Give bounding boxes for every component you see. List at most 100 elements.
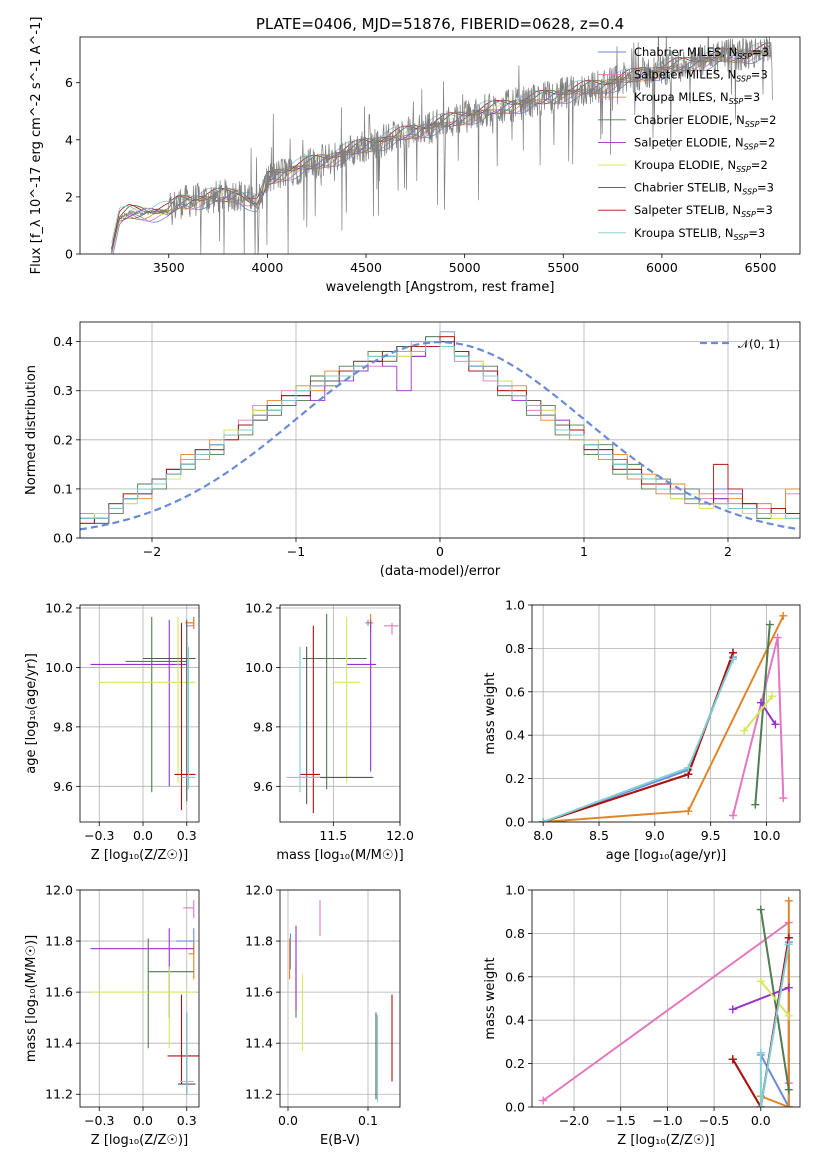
y-tick-label: 2	[65, 189, 73, 204]
errorbar-point	[90, 928, 194, 1018]
errorbar-point	[176, 928, 195, 954]
age-weight-marks	[539, 611, 788, 822]
weight-series	[539, 918, 793, 1105]
ebv-mass-xlabel: E(B-V)	[320, 1133, 360, 1148]
y-tick-label: 0.6	[505, 684, 525, 699]
errorbar-point	[188, 941, 195, 980]
x-tick-label: −2	[143, 544, 161, 559]
errorbar-point	[90, 966, 196, 1049]
weight-marker	[684, 807, 693, 816]
y-tick-label: 10.0	[245, 660, 273, 675]
z-mass-marks	[90, 900, 199, 1095]
y-tick-label: 0.2	[505, 771, 525, 786]
x-tick-label: 8.5	[589, 828, 609, 843]
x-tick-label: −1	[287, 544, 305, 559]
mass-age-axes: 11.5 12.0 9.6 9.8 10.0 10.2 mass [log₁₀(M/M☉)]	[245, 600, 414, 863]
legend-label: 𝒩(0, 1)	[738, 337, 780, 351]
weight-series	[729, 633, 788, 820]
errorbar-point	[143, 619, 196, 802]
weight-line	[760, 980, 790, 1017]
errorbar-point	[179, 1012, 194, 1095]
y-tick-label: 11.8	[245, 934, 273, 949]
weight-marker	[756, 905, 765, 914]
x-tick-label: 6000	[646, 260, 678, 275]
weight-line	[759, 944, 790, 1107]
weight-marker	[756, 1103, 765, 1107]
y-tick-label: 4	[65, 132, 73, 147]
legend-label: Chabrier ELODIE, NSSP=2	[634, 113, 776, 129]
legend-label: Salpeter STELIB, NSSP=3	[634, 203, 773, 219]
errorbar-point	[188, 616, 195, 626]
weight-marker	[751, 800, 760, 809]
x-tick-label: −2.0	[559, 1113, 589, 1128]
x-tick-label: 5500	[547, 260, 579, 275]
x-tick-label: 5000	[449, 260, 481, 275]
x-tick-label: 6500	[745, 260, 777, 275]
mass-age-xlabel: mass [log₁₀(M/M☉)]	[276, 848, 403, 863]
y-tick-label: 0.8	[505, 641, 525, 656]
errorbar-point	[147, 938, 194, 1049]
spectrum-axes: 3500 4000 4500 5000 5500 6000 6500 0 2 4 6 waveleng…	[29, 17, 801, 295]
y-tick-label: 11.8	[45, 934, 73, 949]
weight-marker	[765, 620, 774, 629]
x-tick-label: 0.1	[358, 1113, 378, 1128]
y-tick-label: 0.4	[53, 334, 73, 349]
errorbar-point	[384, 622, 399, 635]
weight-marker	[779, 611, 788, 620]
histogram-step	[80, 341, 800, 524]
histogram-legend: 𝒩(0, 1)	[700, 337, 780, 351]
x-tick-label: −1.5	[606, 1113, 636, 1128]
mass-age-marks	[286, 613, 399, 814]
z-age-ylabel: age [log₁₀(age/yr)]	[24, 653, 39, 774]
normal-reference-curve	[80, 341, 798, 531]
weight-marker	[684, 763, 693, 772]
x-tick-label: 0.0	[133, 1113, 153, 1128]
x-tick-label: 0.0	[133, 828, 153, 843]
x-tick-label: 0.3	[177, 1113, 197, 1128]
weight-series	[539, 648, 737, 822]
weight-marker	[740, 726, 749, 735]
y-tick-label: 0.0	[53, 531, 73, 546]
x-tick-label: 9.5	[701, 828, 721, 843]
y-tick-label: 0.8	[505, 926, 525, 941]
errorbar-point	[333, 616, 360, 784]
age-weight-ylabel: mass weight	[483, 672, 498, 754]
errorbar-point	[302, 613, 367, 790]
ebv-mass-axes: 0.0 0.1 11.2 11.4 11.6 11.8 12.0 E(B-V)	[245, 883, 401, 1148]
x-tick-label: 11.5	[319, 828, 347, 843]
weight-series	[751, 620, 774, 809]
weight-line	[754, 624, 771, 805]
y-tick-label: 12.0	[45, 883, 73, 898]
errorbar-point	[125, 616, 187, 793]
weight-series	[539, 655, 737, 822]
y-tick-label: 6	[65, 75, 73, 90]
errorbar-point	[300, 625, 320, 814]
y-tick-label: 11.2	[245, 1087, 273, 1102]
spectrum-ylabel: Flux [f_λ 10^-17 erg cm^-2 s^-1 A^-1]	[29, 17, 44, 275]
z-mass-frame	[79, 889, 200, 1108]
weight-line	[760, 900, 790, 1107]
age-weight-frame	[531, 604, 801, 823]
weight-line	[543, 615, 785, 822]
age-weight-axes: 8.0 8.5 9.0 9.5 10.0 0.0 0.2 0.4 0.6 0.8 1.0 age [l…	[483, 598, 801, 863]
y-tick-label: 11.2	[45, 1087, 73, 1102]
weight-series	[539, 653, 737, 822]
mass-age-plot	[280, 605, 401, 822]
z-age-xlabel: Z [log₁₀(Z/Z☉)]	[91, 848, 188, 863]
histogram-axes: −2 −1 0 1 2 0.0 0.1 0.2 0.3 0.4 (data-model)/error…	[24, 321, 801, 579]
y-tick-label: 0.2	[505, 1056, 525, 1071]
weight-marker	[784, 940, 793, 949]
y-tick-label: 1.0	[505, 598, 525, 613]
spectrum-marks	[111, 37, 773, 254]
z-mass-axes: −0.3 0.0 0.3 11.2 11.4 11.6 11.8 12.0 Z [log₁₀(Z…	[24, 883, 200, 1148]
x-tick-label: 3500	[153, 260, 185, 275]
model-spectrum-line	[111, 41, 772, 244]
model-spectrum-line	[111, 51, 772, 254]
z-weight-ylabel: mass weight	[483, 957, 498, 1039]
x-tick-label: 4000	[251, 260, 283, 275]
y-tick-label: 0.0	[505, 815, 525, 830]
y-tick-label: 0.1	[53, 481, 73, 496]
z-weight-marks	[539, 896, 793, 1107]
errorbar-point	[181, 646, 196, 790]
y-tick-label: 0.3	[53, 383, 73, 398]
